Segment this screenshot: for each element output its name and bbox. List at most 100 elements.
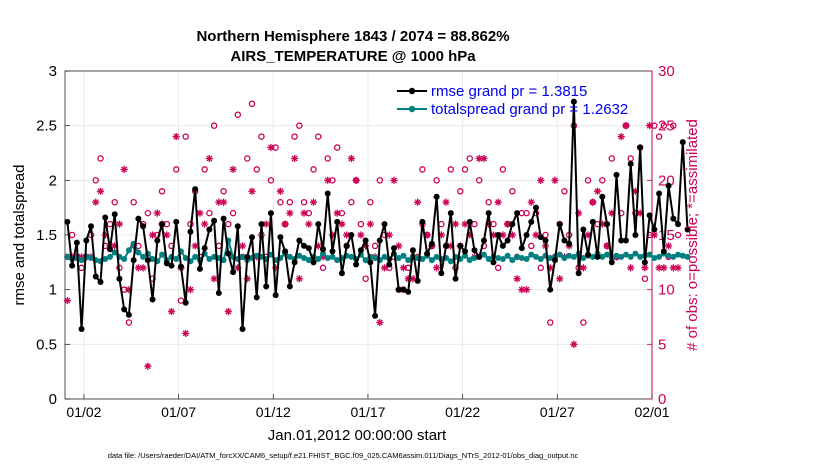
totalspread-point	[613, 252, 620, 259]
obs-assimilated-marker	[115, 220, 124, 228]
obs-possible-marker	[319, 264, 327, 272]
totalspread-point	[656, 253, 663, 260]
obs-possible-marker	[561, 188, 568, 195]
totalspread-point	[239, 253, 246, 260]
obs-possible-marker	[641, 275, 649, 282]
obs-assimilated-marker	[593, 187, 602, 195]
obs-assimilated-marker	[655, 264, 663, 272]
totalspread-point	[632, 250, 639, 257]
rmse-point	[192, 186, 199, 193]
y-right-tick-label: 10	[658, 282, 675, 299]
x-tick-label: 02/01	[634, 404, 669, 420]
rmse-point	[566, 240, 573, 247]
totalspread-point	[296, 252, 303, 259]
obs-possible-marker	[229, 209, 237, 217]
obs-assimilated-marker	[120, 165, 128, 173]
obs-possible-marker	[158, 188, 166, 195]
rmse-point	[608, 259, 615, 266]
x-tick-label: 01/27	[540, 404, 575, 420]
obs-possible-marker	[338, 209, 346, 217]
legend-rmse-marker	[408, 87, 416, 95]
rmse-point	[381, 221, 388, 228]
rmse-point	[551, 257, 558, 264]
obs-possible-marker	[447, 166, 455, 173]
obs-possible-marker	[305, 209, 313, 217]
obs-possible-marker	[210, 122, 218, 129]
rmse-point	[627, 160, 634, 167]
x-tick-label: 01/07	[161, 404, 196, 420]
obs-possible-marker	[130, 198, 137, 206]
rmse-point	[499, 242, 506, 249]
obs-possible-marker	[580, 319, 587, 326]
obs-possible-marker	[528, 242, 535, 250]
rmse-point	[589, 218, 596, 225]
rmse-point	[656, 190, 663, 197]
totalspread-point	[589, 253, 596, 260]
rmse-point	[301, 242, 308, 249]
obs-assimilated-marker	[286, 209, 294, 217]
obs-assimilated-marker	[664, 242, 673, 250]
rmse-point	[462, 248, 469, 255]
rmse-point	[282, 248, 289, 255]
obs-assimilated-marker	[276, 187, 284, 195]
obs-assimilated-marker	[376, 318, 384, 327]
totalspread-point	[514, 253, 521, 260]
obs-possible-marker	[457, 188, 464, 195]
obs-assimilated-marker	[674, 264, 682, 272]
rmse-point	[367, 259, 374, 266]
rmse-point	[632, 232, 639, 238]
obs-possible-marker	[546, 319, 554, 326]
rmse-point	[130, 257, 137, 264]
obs-possible-marker	[599, 177, 606, 184]
rmse-point	[504, 237, 511, 244]
totalspread-point	[547, 254, 554, 261]
rmse-point	[495, 232, 502, 238]
obs-assimilated-marker	[537, 176, 545, 184]
totalspread-point	[485, 256, 492, 263]
x-tick-label: 01/17	[350, 404, 385, 420]
obs-assimilated-marker	[556, 275, 564, 283]
obs-possible-marker	[651, 122, 658, 129]
obs-possible-marker	[206, 209, 213, 217]
rmse-point	[73, 239, 80, 246]
obs-possible-marker	[670, 122, 677, 129]
rmse-point	[372, 312, 379, 319]
totalspread-point	[125, 247, 132, 254]
totalspread-point	[301, 254, 308, 261]
rmse-point	[528, 218, 535, 225]
totalspread-point	[499, 256, 506, 263]
x-tick-label: 01/12	[256, 404, 291, 420]
totalspread-point	[556, 251, 563, 258]
x-axis-ticks: 01/02 01/07 01/12 01/17 01/22 01/27 02/01	[66, 394, 670, 420]
rmse-point	[296, 237, 303, 244]
rmse-point	[509, 221, 516, 228]
obs-possible-marker	[258, 133, 265, 140]
totalspread-point	[537, 256, 544, 263]
rmse-point	[670, 215, 677, 222]
obs-assimilated-marker	[433, 264, 441, 272]
rmse-point	[230, 269, 237, 276]
chart-title-line1: Northern Hemisphere 1843 / 2074 = 88.862…	[196, 28, 509, 45]
rmse-point	[182, 299, 189, 306]
obs-possible-marker	[475, 177, 483, 184]
obs-assimilated-marker	[201, 220, 209, 228]
rmse-point	[353, 261, 360, 268]
obs-possible-marker	[655, 133, 663, 140]
rmse-point	[348, 232, 355, 238]
obs-possible-marker	[225, 220, 232, 228]
x-tick-label: 01/22	[445, 404, 480, 420]
totalspread-point	[646, 251, 653, 258]
rmse-point	[253, 294, 260, 301]
totalspread-point	[471, 254, 478, 261]
totalspread-point	[428, 257, 435, 264]
obs-assimilated-marker	[551, 176, 559, 184]
obs-assimilated-marker	[527, 198, 535, 206]
totalspread-point	[381, 253, 388, 260]
legend: rmse grand pr = 1.3815 totalspread grand…	[397, 83, 628, 118]
y-left-tick-label: 1.5	[36, 227, 57, 244]
obs-possible-marker	[584, 177, 592, 184]
rmse-point	[258, 221, 265, 228]
obs-possible-marker	[660, 122, 668, 129]
totalspread-point	[192, 253, 199, 260]
